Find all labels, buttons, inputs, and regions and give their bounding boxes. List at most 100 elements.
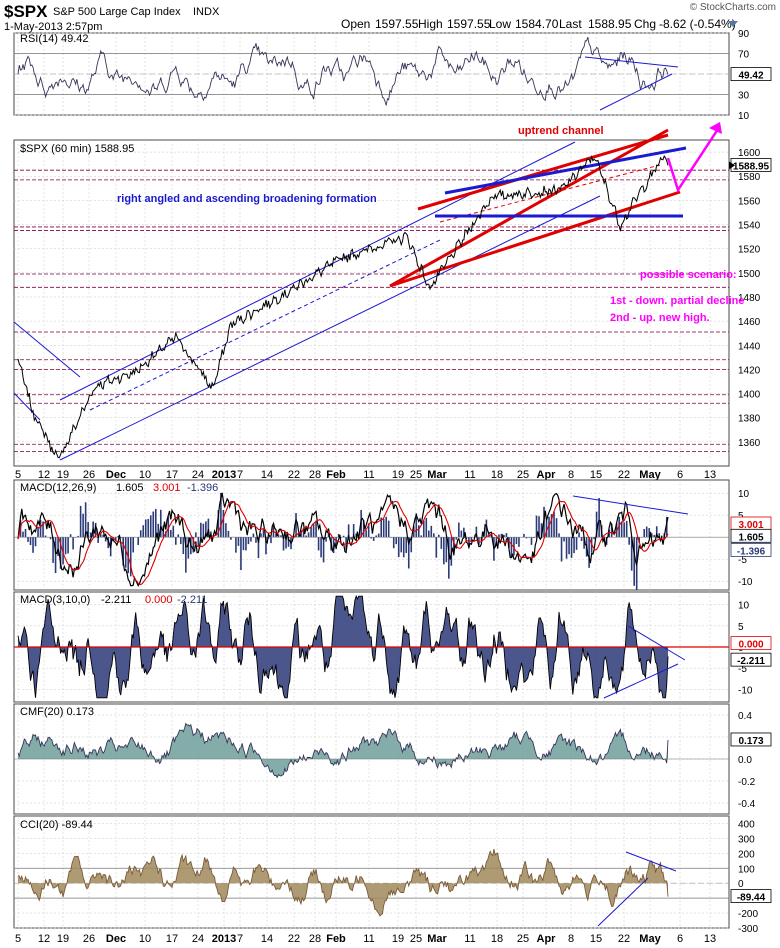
x-tick-label: 26 <box>83 933 95 945</box>
dropdown-triangle-icon[interactable] <box>728 21 738 27</box>
price-annotations: uptrend channel right angled and ascendin… <box>117 122 744 324</box>
price-support-levels <box>14 169 729 452</box>
price-legend: $SPX (60 min) 1588.95 <box>20 143 134 155</box>
x-tick-label: 17 <box>166 469 178 481</box>
y-tick-label: 1440 <box>738 341 761 352</box>
y-tick-label: 1560 <box>738 196 761 207</box>
x-tick-label: 28 <box>309 933 321 945</box>
cci-trendline <box>625 851 677 872</box>
x-tick-label: 25 <box>410 469 422 481</box>
x-tick-label: 19 <box>392 469 404 481</box>
y-tick-label: -5 <box>738 555 747 566</box>
y-tick-label: 1540 <box>738 221 761 232</box>
price-line <box>17 154 669 459</box>
y-tick-label: 0.4 <box>738 711 752 722</box>
last-value-label: 3.001 <box>738 520 763 531</box>
low-value: 1584.70 <box>515 17 559 31</box>
x-tick-label: 19 <box>57 933 69 945</box>
x-tick-label: 25 <box>517 933 529 945</box>
x-tick-label: Mar <box>427 469 447 481</box>
y-tick-label: 10 <box>738 489 750 500</box>
open-value: 1597.55 <box>375 17 419 31</box>
x-tick-label: 8 <box>568 469 574 481</box>
fast-macd-legend-v1: -2.211 <box>101 594 131 606</box>
y-tick-label: 10 <box>738 111 750 122</box>
x-tick-label: 8 <box>568 933 574 945</box>
x-tick-label: 11 <box>464 469 475 481</box>
macd-series <box>14 492 729 590</box>
macd-legend-v1: 1.605 <box>116 482 144 494</box>
x-tick-label: Mar <box>427 933 447 945</box>
x-tick-label: 14 <box>261 469 273 481</box>
y-tick-label: 300 <box>738 834 755 845</box>
x-tick-label: 22 <box>618 469 630 481</box>
fast-macd-legend-v2: 0.000 <box>145 594 173 606</box>
y-tick-label: 10 <box>738 601 750 612</box>
cci-series <box>14 848 729 927</box>
high-value: 1597.55 <box>447 17 491 31</box>
fast-macd-series <box>14 594 729 699</box>
y-tick-label: 70 <box>738 50 750 61</box>
scenario-step-1: 1st - down. partial decline <box>610 295 744 307</box>
last-value-label: -2.211 <box>737 656 765 667</box>
last-value-label: 0.000 <box>738 640 763 651</box>
y-tick-label: 1520 <box>738 245 761 256</box>
chart-date: 1-May-2013 2:57pm <box>4 21 102 33</box>
cmf-line <box>17 722 669 779</box>
y-tick-label: -300 <box>738 924 758 935</box>
broadening-upper-line <box>444 146 687 195</box>
y-tick-label: 1600 <box>738 148 761 159</box>
chg-label: Chg <box>634 17 656 31</box>
uptrend-upper2-line <box>417 133 669 211</box>
last-value-box <box>730 732 772 747</box>
x-tick-label: 5 <box>15 933 21 945</box>
x-tick-label: 13 <box>704 469 716 481</box>
fast-macd-last-labels: 0.000 -2.211 <box>730 636 772 667</box>
y-tick-label: -10 <box>738 577 753 588</box>
price-last-label: 1588.95 <box>729 158 772 172</box>
price-panel: 1600 1580 1560 1540 1520 1500 1480 1460 1440 1420… <box>13 122 772 467</box>
last-value-label: -89.44 <box>737 893 766 904</box>
x-tick-label: 13 <box>704 933 716 945</box>
fast-macd-legend-v3: -2.211 <box>177 594 207 606</box>
rsi-legend: RSI(14) 49.42 <box>20 33 88 45</box>
x-tick-label: 17 <box>166 933 178 945</box>
x-tick-label: 10 <box>139 469 151 481</box>
cci-legend: CCI(20) -89.44 <box>20 819 93 831</box>
cmf-last-label: 0.173 <box>730 732 772 747</box>
y-tick-label: 30 <box>738 91 750 102</box>
macd-panel: 1050-5-10 MACD(12,26,9) 1.605 3.001 -1.3… <box>13 479 772 591</box>
date-axis-2: 5 12 19 26 Dec 10 17 24 2013 7 14 22 28 Feb 11 19 25 Mar 1… <box>15 933 716 945</box>
chg-value: -8.62 (-0.54%) <box>659 17 736 31</box>
price-frame <box>13 139 730 467</box>
y-tick-label: 5 <box>738 622 744 633</box>
y-tick-label: 1480 <box>738 293 761 304</box>
last-label: Last <box>559 17 582 31</box>
x-tick-label: Feb <box>326 933 346 945</box>
cci-last-label: -89.44 <box>730 889 772 904</box>
x-tick-label: 11 <box>363 933 374 945</box>
y-tick-label: 1580 <box>738 172 761 183</box>
y-tick-label: 1380 <box>738 414 761 425</box>
macd-legend-v3: -1.396 <box>187 482 218 494</box>
uptrend-lower-line <box>389 190 681 288</box>
x-tick-label: 12 <box>38 469 50 481</box>
scenario-arrow <box>666 125 722 193</box>
y-tick-label: 90 <box>738 29 750 40</box>
price-trendlines <box>13 128 687 461</box>
last-value: 1588.95 <box>588 17 632 31</box>
x-tick-label: 6 <box>677 933 683 945</box>
x-tick-label: Dec <box>106 469 126 481</box>
y-tick-label: -10 <box>738 685 753 696</box>
x-tick-label: Apr <box>537 469 557 481</box>
last-value-label: 0.173 <box>738 736 763 747</box>
channel-line <box>13 321 81 378</box>
macd-trendline <box>572 495 689 515</box>
high-label: High <box>418 17 443 31</box>
x-tick-label: 19 <box>57 469 69 481</box>
x-tick-label: 15 <box>590 933 602 945</box>
x-tick-label: Feb <box>326 469 346 481</box>
fast-macd-legend: MACD(3,10,0) -2.211 0.000 -2.211 <box>20 594 207 606</box>
y-tick-label: 1460 <box>738 317 761 328</box>
